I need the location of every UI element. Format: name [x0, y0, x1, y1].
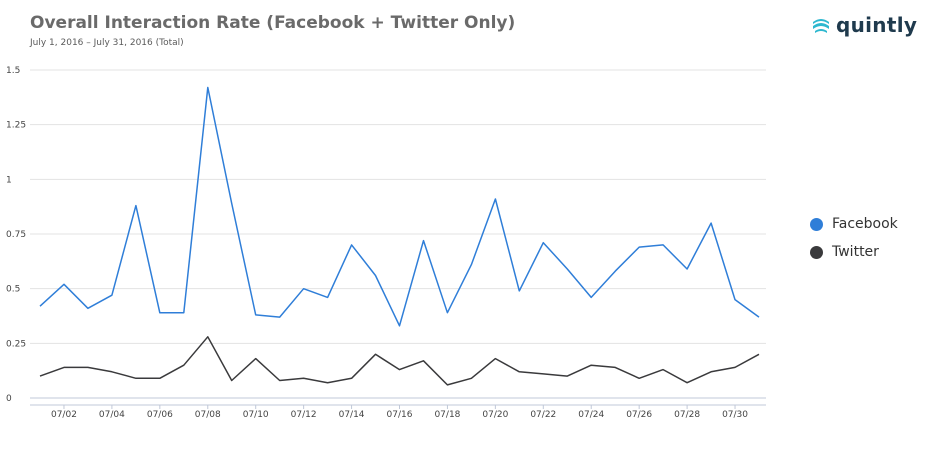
legend-swatch-twitter — [810, 245, 823, 259]
y-tick-label: 0.5 — [6, 285, 20, 295]
x-tick-label: 07/26 — [626, 410, 652, 420]
x-tick-label: 07/10 — [243, 410, 269, 420]
y-tick-label: 1.25 — [6, 121, 26, 131]
x-tick-label: 07/04 — [99, 410, 125, 420]
legend-item-facebook[interactable]: Facebook — [810, 210, 898, 238]
y-tick-label: 0.75 — [6, 230, 26, 240]
x-tick-label: 07/02 — [51, 410, 77, 420]
x-tick-label: 07/24 — [578, 410, 604, 420]
y-tick-label: 1.5 — [6, 66, 20, 76]
series-line-facebook — [39, 86, 760, 327]
x-tick-label: 07/30 — [722, 410, 748, 420]
brand-logo: quintly — [810, 12, 917, 38]
y-tick-label: 0 — [6, 394, 12, 404]
x-tick-label: 07/14 — [339, 410, 365, 420]
x-tick-label: 07/12 — [291, 410, 317, 420]
x-tick-label: 07/16 — [387, 410, 413, 420]
legend-label-facebook: Facebook — [832, 216, 898, 232]
x-tick-label: 07/22 — [530, 410, 556, 420]
x-tick-label: 07/18 — [434, 410, 460, 420]
y-tick-label: 0.25 — [6, 339, 26, 349]
brand-name: quintly — [836, 13, 918, 37]
x-tick-label: 07/20 — [482, 410, 508, 420]
series-line-twitter — [39, 336, 760, 386]
x-tick-label: 07/08 — [195, 410, 221, 420]
chart-subtitle: July 1, 2016 – July 31, 2016 (Total) — [30, 38, 184, 48]
legend-label-twitter: Twitter — [832, 244, 879, 260]
y-tick-label: 1 — [6, 175, 12, 185]
quintly-logo-icon — [813, 19, 829, 33]
legend-swatch-facebook — [810, 217, 823, 231]
chart-title: Overall Interaction Rate (Facebook + Twi… — [30, 13, 516, 33]
chart-legend: Facebook Twitter — [810, 210, 898, 266]
x-tick-label: 07/28 — [674, 410, 700, 420]
x-tick-label: 07/06 — [147, 410, 173, 420]
legend-item-twitter[interactable]: Twitter — [810, 238, 898, 266]
